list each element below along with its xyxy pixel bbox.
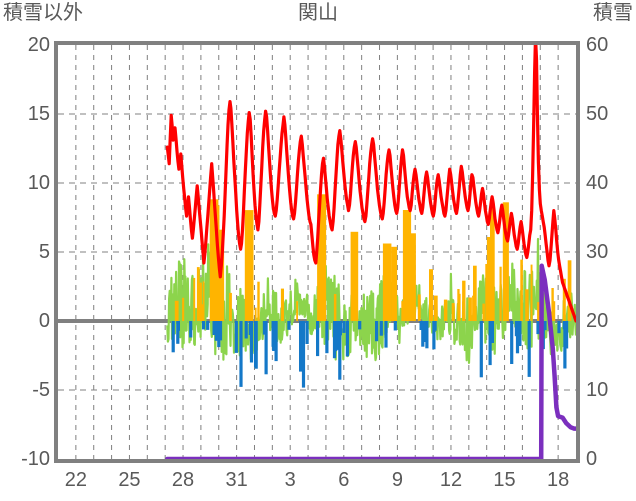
y2-tick-60: 60 [586, 34, 609, 56]
x-tick-15: 15 [493, 469, 516, 491]
y2-tick-50: 50 [586, 103, 609, 125]
x-tick-22: 22 [64, 469, 87, 491]
chart-canvas [58, 45, 576, 459]
left-axis-title: 積雪以外 [3, 2, 83, 24]
y-tick--10: -10 [21, 448, 50, 470]
y2-tick-30: 30 [586, 241, 609, 263]
x-tick-12: 12 [439, 469, 463, 491]
y-tick-5: 5 [38, 241, 50, 263]
y2-tick-40: 40 [586, 172, 609, 194]
y-tick-10: 10 [27, 172, 50, 194]
y-tick-0: 0 [38, 310, 50, 332]
y-tick-15: 15 [27, 103, 50, 125]
y2-tick-20: 20 [586, 310, 609, 332]
x-tick-18: 18 [547, 469, 570, 491]
y-tick-20: 20 [27, 34, 50, 56]
x-tick-28: 28 [171, 469, 195, 491]
right-axis-title: 積雪 [593, 2, 633, 24]
y2-tick-0: 0 [586, 448, 598, 470]
x-tick-31: 31 [225, 469, 248, 491]
x-tick-3: 3 [284, 469, 296, 491]
y2-tick-10: 10 [586, 379, 609, 401]
x-tick-6: 6 [338, 469, 350, 491]
y-tick--5: -5 [32, 379, 50, 401]
chart-title: 関山 [298, 2, 338, 24]
x-tick-25: 25 [118, 469, 141, 491]
x-tick-9: 9 [391, 469, 403, 491]
plot-inner [58, 45, 576, 459]
plot-area [54, 41, 580, 463]
